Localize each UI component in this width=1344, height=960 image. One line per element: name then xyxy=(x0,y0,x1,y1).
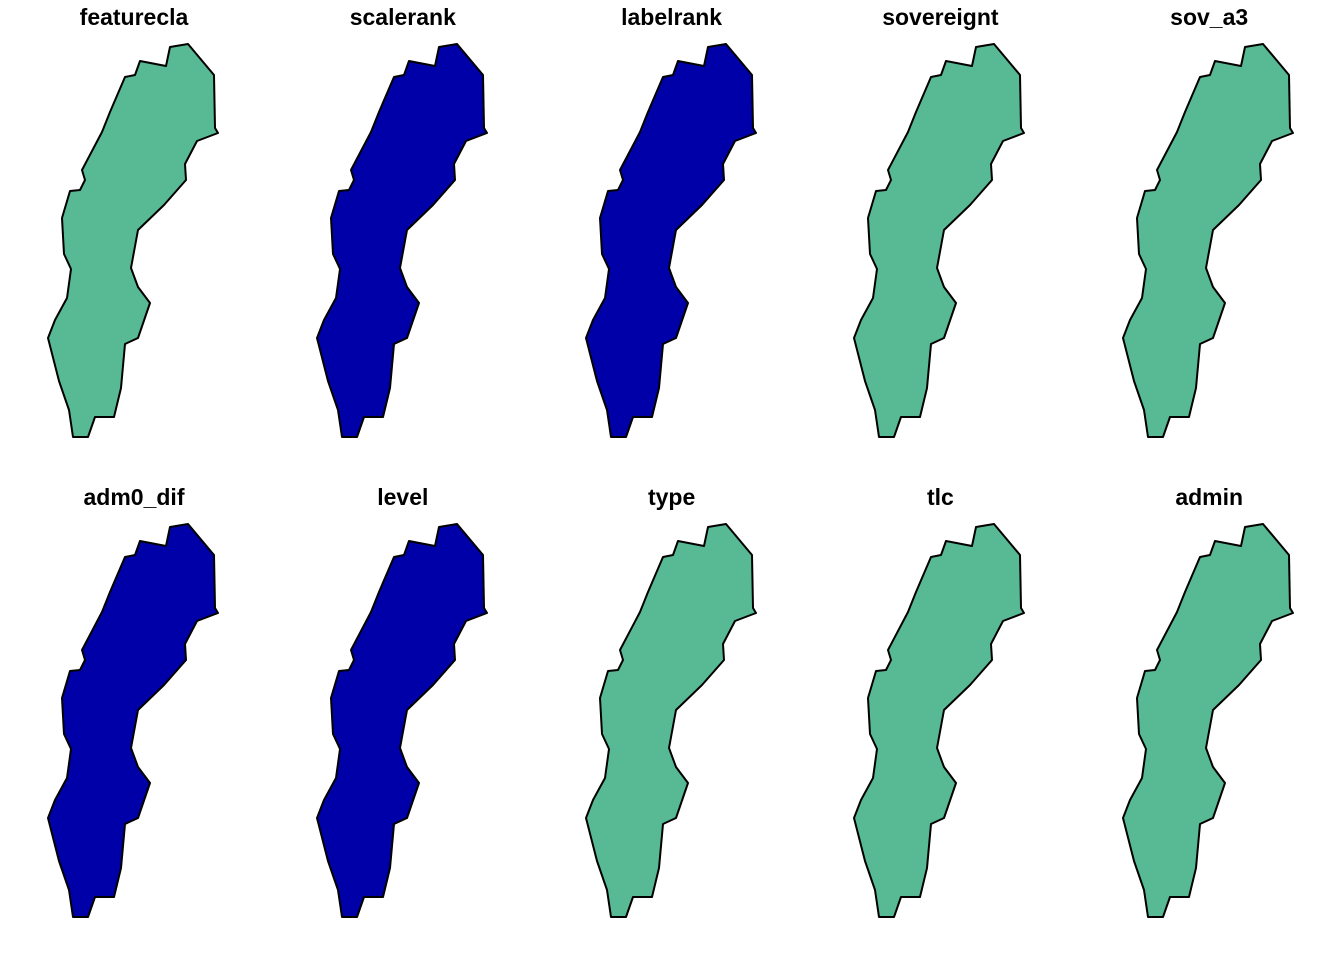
sweden-polygon xyxy=(47,523,219,918)
sweden-polygon xyxy=(1122,43,1295,438)
sweden-polygon xyxy=(584,43,757,438)
panel-title: sov_a3 xyxy=(1170,4,1249,30)
sweden-polygon xyxy=(1122,523,1295,918)
panel-title: admin xyxy=(1175,484,1244,510)
map-svg xyxy=(584,43,757,438)
map-svg xyxy=(315,43,488,438)
map-panel-adm0-dif: adm0_dif xyxy=(0,480,268,960)
map-svg xyxy=(1122,523,1295,918)
panel-title: level xyxy=(377,484,429,510)
map-panel-labelrank: labelrank xyxy=(538,0,806,480)
sweden-polygon xyxy=(584,523,757,918)
sweden-polygon xyxy=(315,43,488,438)
map-panel-admin: admin xyxy=(1075,480,1343,960)
map-svg xyxy=(853,523,1026,918)
panel-title: featurecla xyxy=(79,4,189,30)
map-svg xyxy=(47,523,219,918)
map-panel-sovereignt: sovereignt xyxy=(806,0,1074,480)
map-svg xyxy=(853,43,1026,438)
sweden-polygon xyxy=(315,523,488,918)
panel-title: tlc xyxy=(926,484,954,510)
map-panel-featurecla: featurecla xyxy=(0,0,268,480)
map-panel-tlc: tlc xyxy=(806,480,1074,960)
map-panel-sov-a3: sov_a3 xyxy=(1075,0,1343,480)
panel-title: type xyxy=(647,484,696,510)
map-svg xyxy=(315,523,488,918)
sweden-polygon xyxy=(853,43,1026,438)
map-panel-level: level xyxy=(269,480,537,960)
panel-title: adm0_dif xyxy=(83,484,185,510)
panel-title: scalerank xyxy=(349,4,456,30)
map-panel-type: type xyxy=(538,480,806,960)
panel-title: sovereignt xyxy=(882,4,999,30)
panel-title: labelrank xyxy=(621,4,723,30)
map-svg xyxy=(1122,43,1295,438)
map-svg xyxy=(584,523,757,918)
map-svg xyxy=(47,43,219,438)
sweden-polygon xyxy=(853,523,1026,918)
map-panel-scalerank: scalerank xyxy=(269,0,537,480)
sweden-polygon xyxy=(47,43,219,438)
